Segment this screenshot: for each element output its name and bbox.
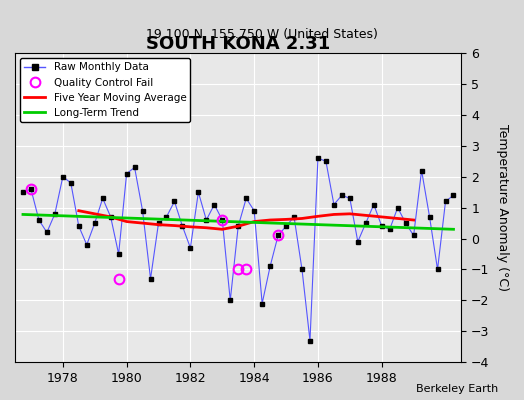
Text: Berkeley Earth: Berkeley Earth (416, 384, 498, 394)
Legend: Raw Monthly Data, Quality Control Fail, Five Year Moving Average, Long-Term Tren: Raw Monthly Data, Quality Control Fail, … (20, 58, 190, 122)
Text: 19.100 N, 155.750 W (United States): 19.100 N, 155.750 W (United States) (146, 28, 378, 41)
Title: SOUTH KONA 2.31: SOUTH KONA 2.31 (146, 35, 330, 53)
Y-axis label: Temperature Anomaly (°C): Temperature Anomaly (°C) (496, 124, 509, 291)
